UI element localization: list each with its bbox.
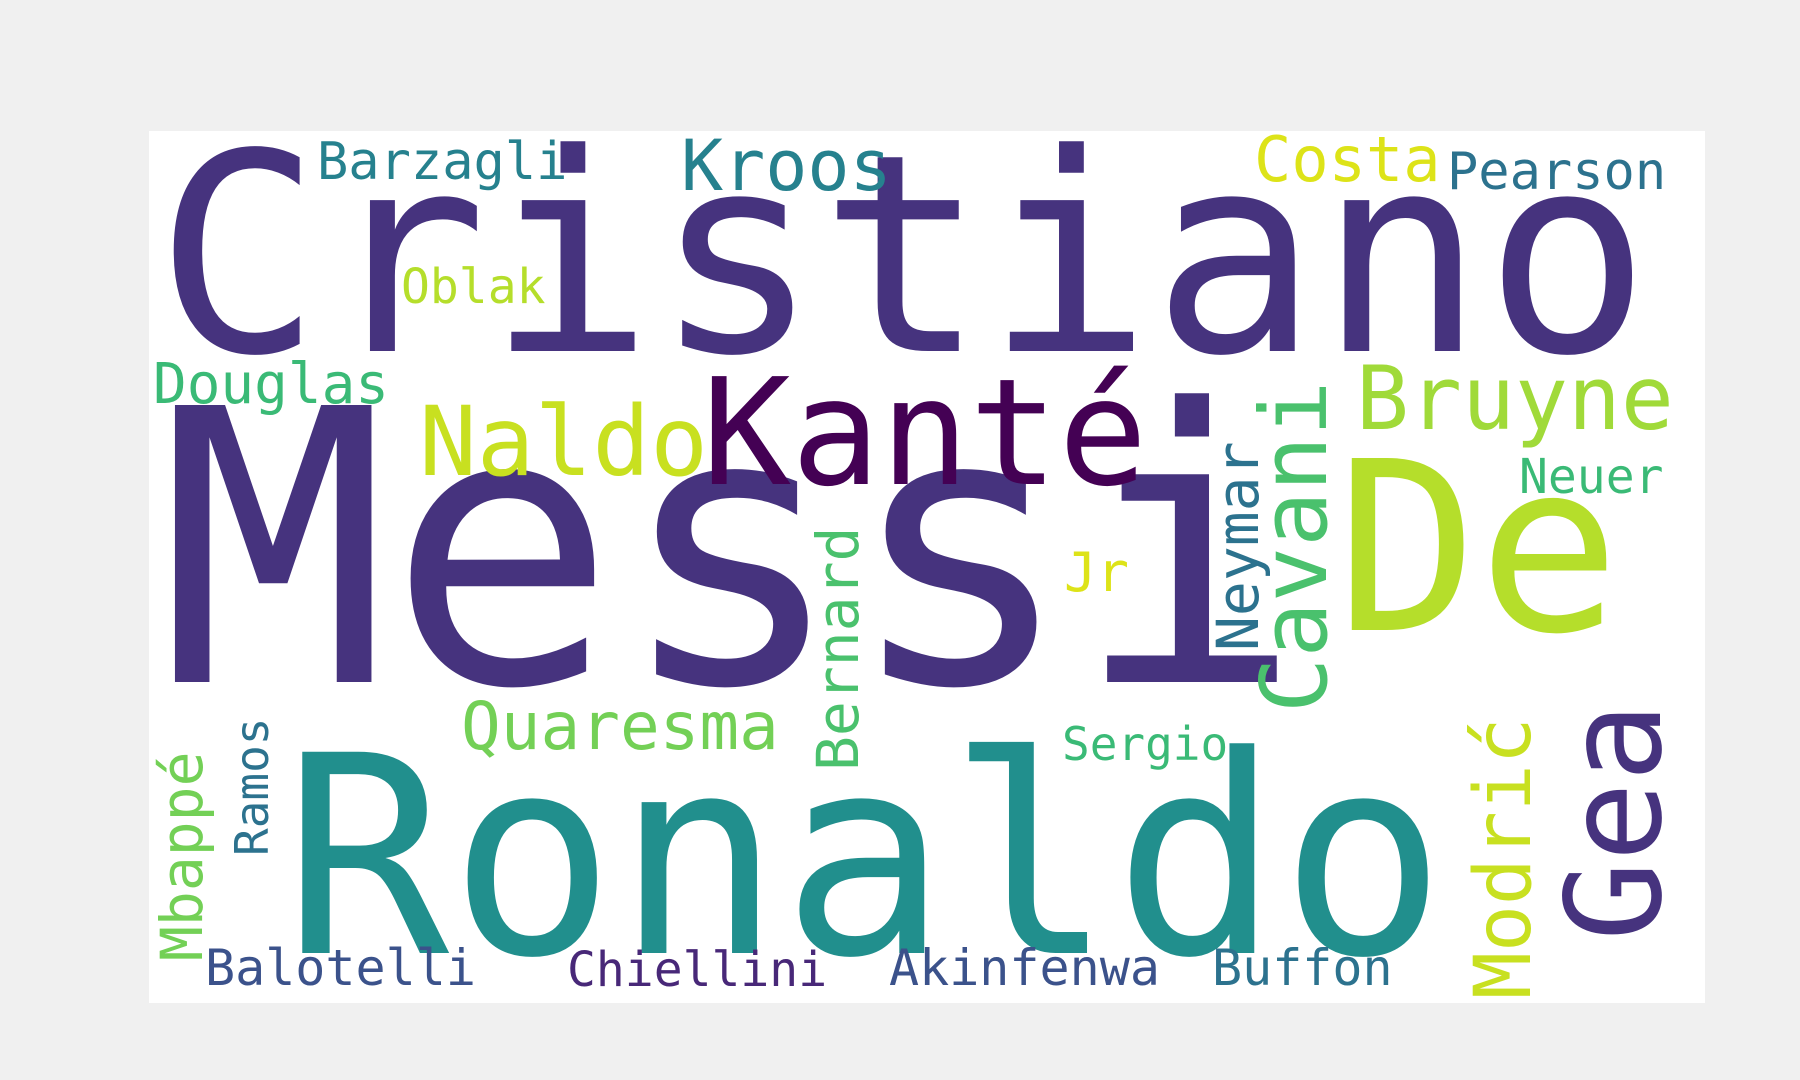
word-de: De bbox=[1336, 411, 1621, 686]
word-akinfenwa: Akinfenwa bbox=[889, 939, 1160, 997]
word-pearson: Pearson bbox=[1447, 142, 1667, 202]
word-balotelli: Balotelli bbox=[205, 939, 476, 997]
word-costa: Costa bbox=[1254, 131, 1441, 196]
word-modric: Modrić bbox=[1459, 717, 1549, 999]
word-oblak: Oblak bbox=[401, 259, 546, 315]
word-naldo: Naldo bbox=[419, 386, 708, 498]
word-sergio: Sergio bbox=[1062, 717, 1229, 771]
word-bernard: Bernard bbox=[804, 526, 872, 771]
word-bruyne: Bruyne bbox=[1356, 347, 1674, 450]
word-messi: Messi bbox=[159, 329, 1303, 772]
word-chiellini: Chiellini bbox=[567, 942, 828, 998]
word-jr: Jr bbox=[1064, 541, 1130, 604]
word-cristiano: Cristiano bbox=[155, 131, 1651, 417]
word-mbappe: Mbappé bbox=[149, 751, 216, 961]
word-neuer: Neuer bbox=[1519, 449, 1664, 505]
word-buffon: Buffon bbox=[1212, 939, 1393, 997]
word-neymar: Neymar bbox=[1204, 441, 1272, 651]
word-douglas: Douglas bbox=[153, 352, 390, 417]
word-barzagli: Barzagli bbox=[317, 132, 568, 192]
word-ramos: Ramos bbox=[225, 717, 279, 856]
word-cloud: Cristiano Messi Ronaldo De Kanté Naldo B… bbox=[149, 131, 1705, 1003]
word-kroos: Kroos bbox=[681, 131, 892, 207]
word-quaresma: Quaresma bbox=[461, 688, 779, 765]
word-kante: Kanté bbox=[702, 347, 1148, 519]
word-ronaldo: Ronaldo bbox=[283, 698, 1447, 1003]
word-gea: Gea bbox=[1538, 702, 1692, 941]
